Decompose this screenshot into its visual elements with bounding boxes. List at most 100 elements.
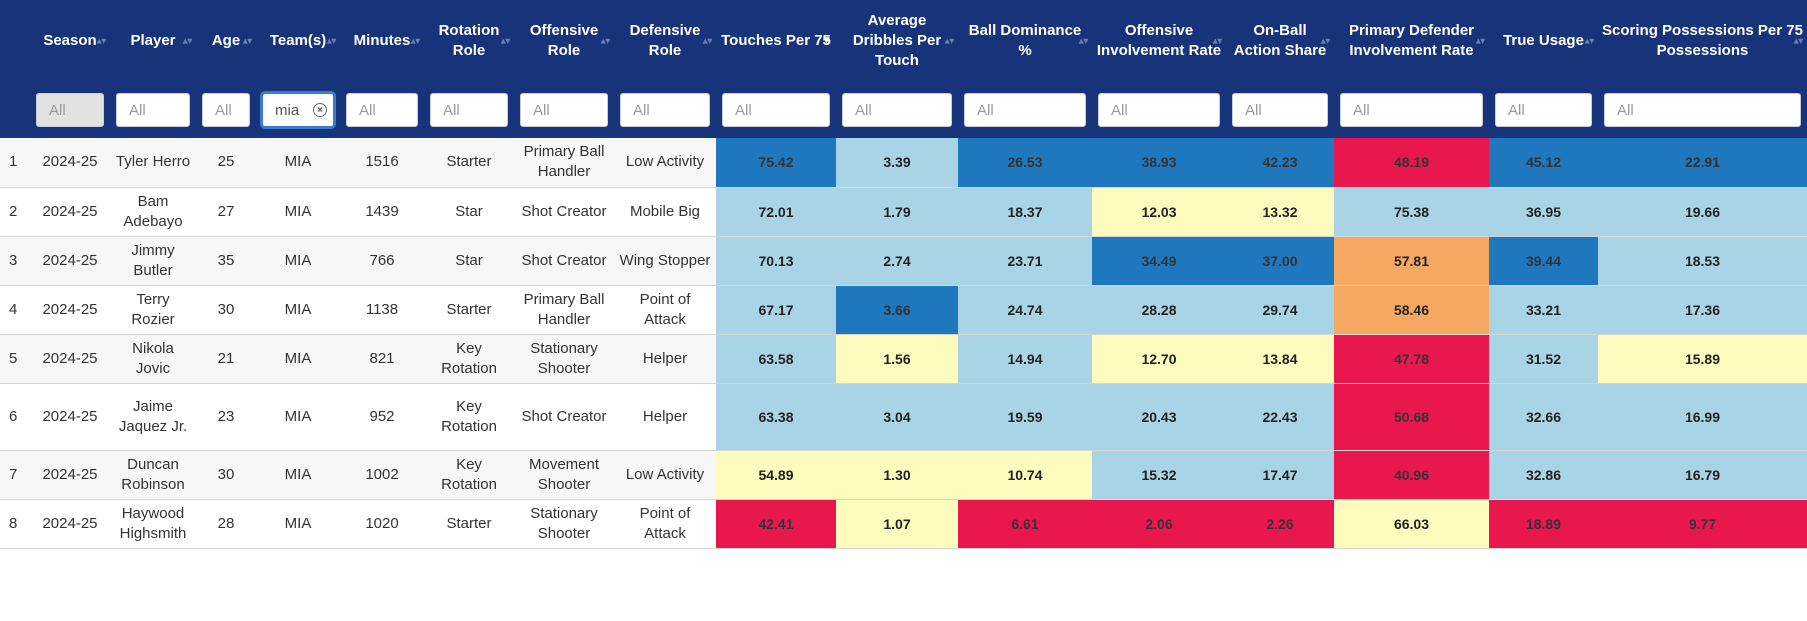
filter-wrapper bbox=[1604, 93, 1801, 127]
column-header-dominance[interactable]: Ball Dominance % ▴▾ bbox=[958, 0, 1092, 82]
filter-input-dribbles[interactable] bbox=[842, 93, 952, 127]
filter-input-minutes[interactable] bbox=[346, 93, 418, 127]
table-row[interactable]: 6 2024-25 Jaime Jaquez Jr. 23 MIA 952 Key Rota… bbox=[0, 383, 1807, 451]
cell-onball: 2.26 bbox=[1226, 499, 1334, 549]
column-header-player[interactable]: Player ▴▾ bbox=[110, 0, 196, 82]
sort-icon[interactable]: ▴▾ bbox=[500, 35, 510, 46]
filter-wrapper bbox=[1340, 93, 1483, 127]
cell-dominance: 14.94 bbox=[958, 334, 1092, 384]
table-row[interactable]: 7 2024-25 Duncan Robinson 30 MIA 1002 Key Rota… bbox=[0, 450, 1807, 500]
filter-input-player[interactable] bbox=[116, 93, 190, 127]
table-row[interactable]: 8 2024-25 Haywood Highsmith 28 MIA 1020 Starte… bbox=[0, 499, 1807, 549]
table-row[interactable]: 1 2024-25 Tyler Herro 25 MIA 1516 Starter Prima… bbox=[0, 138, 1807, 188]
sort-icon[interactable]: ▴▾ bbox=[1320, 35, 1330, 46]
filter-input-offinv[interactable] bbox=[1098, 93, 1220, 127]
cell-team: MIA bbox=[256, 499, 340, 549]
cell-usage: 32.66 bbox=[1489, 383, 1598, 451]
sort-icon[interactable]: ▴▾ bbox=[1793, 35, 1803, 46]
cell-touches: 67.17 bbox=[716, 285, 836, 335]
column-header-offrole[interactable]: Offensive Role ▴▾ bbox=[514, 0, 614, 82]
cell-usage: 18.89 bbox=[1489, 499, 1598, 549]
cell-touches: 63.38 bbox=[716, 383, 836, 451]
filter-input-touches[interactable] bbox=[722, 93, 830, 127]
clear-filter-icon[interactable]: × bbox=[313, 103, 327, 117]
filter-input-pdi[interactable] bbox=[1340, 93, 1483, 127]
cell-onball: 13.84 bbox=[1226, 334, 1334, 384]
column-header-onball[interactable]: On-Ball Action Share ▴▾ bbox=[1226, 0, 1334, 82]
sort-icon[interactable]: ▴▾ bbox=[326, 35, 336, 46]
filter-cell bbox=[614, 82, 716, 138]
cell-season: 2024-25 bbox=[30, 450, 110, 500]
cell-rotation: Starter bbox=[424, 138, 514, 188]
cell-age: 21 bbox=[196, 334, 256, 384]
filter-input-scoring[interactable] bbox=[1604, 93, 1801, 127]
cell-onball: 29.74 bbox=[1226, 285, 1334, 335]
table-row[interactable]: 2 2024-25 Bam Adebayo 27 MIA 1439 Star Shot Cre… bbox=[0, 187, 1807, 237]
filter-input-usage[interactable] bbox=[1495, 93, 1592, 127]
filter-wrapper bbox=[964, 93, 1086, 127]
sort-icon[interactable]: ▴▾ bbox=[242, 35, 252, 46]
cell-dominance: 26.53 bbox=[958, 138, 1092, 188]
sort-icon[interactable]: ▴▾ bbox=[96, 35, 106, 46]
column-header-label: Offensive Involvement Rate bbox=[1096, 22, 1222, 59]
column-header-team[interactable]: Team(s) ▴▾ bbox=[256, 0, 340, 82]
sort-icon[interactable]: ▴▾ bbox=[1475, 35, 1485, 46]
table-row[interactable]: 3 2024-25 Jimmy Butler 35 MIA 766 Star Shot Cre… bbox=[0, 236, 1807, 286]
sort-icon[interactable]: ▴▾ bbox=[1078, 35, 1088, 46]
column-header-offinv[interactable]: Offensive Involvement Rate ▴▾ bbox=[1092, 0, 1226, 82]
sort-icon[interactable]: ▴▾ bbox=[944, 35, 954, 46]
column-header-dribbles[interactable]: Average Dribbles Per Touch ▴▾ bbox=[836, 0, 958, 82]
filter-input-season[interactable] bbox=[36, 93, 104, 127]
filter-input-rotation[interactable] bbox=[430, 93, 508, 127]
sort-icon[interactable]: ▴▾ bbox=[600, 35, 610, 46]
cell-idx: 3 bbox=[0, 236, 30, 286]
column-header-label: Season bbox=[43, 32, 97, 49]
sort-icon[interactable]: ▴▾ bbox=[702, 35, 712, 46]
column-header-usage[interactable]: True Usage ▴▾ bbox=[1489, 0, 1598, 82]
cell-touches: 42.41 bbox=[716, 499, 836, 549]
filter-cell: × bbox=[256, 82, 340, 138]
cell-player: Tyler Herro bbox=[110, 138, 196, 188]
cell-rotation: Key Rotation bbox=[424, 334, 514, 384]
filter-wrapper bbox=[620, 93, 710, 127]
cell-minutes: 1138 bbox=[340, 285, 424, 335]
filter-input-onball[interactable] bbox=[1232, 93, 1328, 127]
column-header-season[interactable]: Season ▴▾ bbox=[30, 0, 110, 82]
cell-player: Duncan Robinson bbox=[110, 450, 196, 500]
cell-team: MIA bbox=[256, 383, 340, 451]
filter-cell bbox=[1226, 82, 1334, 138]
cell-season: 2024-25 bbox=[30, 499, 110, 549]
column-header-defrole[interactable]: Defensive Role ▴▾ bbox=[614, 0, 716, 82]
cell-age: 27 bbox=[196, 187, 256, 237]
cell-age: 25 bbox=[196, 138, 256, 188]
filter-cell bbox=[1598, 82, 1807, 138]
filter-input-defrole[interactable] bbox=[620, 93, 710, 127]
cell-pdi: 50.68 bbox=[1334, 383, 1489, 451]
table-row[interactable]: 5 2024-25 Nikola Jovic 21 MIA 821 Key Rotation… bbox=[0, 334, 1807, 384]
column-header-age[interactable]: Age ▴▾ bbox=[196, 0, 256, 82]
column-header-touches[interactable]: Touches Per 75 ▼ bbox=[716, 0, 836, 82]
cell-dominance: 23.71 bbox=[958, 236, 1092, 286]
sort-icon[interactable]: ▴▾ bbox=[1212, 35, 1222, 46]
cell-scoring: 16.99 bbox=[1598, 383, 1807, 451]
sort-icon[interactable]: ▴▾ bbox=[410, 35, 420, 46]
filter-input-dominance[interactable] bbox=[964, 93, 1086, 127]
column-header-scoring[interactable]: Scoring Possessions Per 75 Possessions ▴▾ bbox=[1598, 0, 1807, 82]
column-header-rotation[interactable]: Rotation Role ▴▾ bbox=[424, 0, 514, 82]
table-row[interactable]: 4 2024-25 Terry Rozier 30 MIA 1138 Starter Prim… bbox=[0, 285, 1807, 335]
filter-wrapper bbox=[1098, 93, 1220, 127]
cell-dribbles: 1.79 bbox=[836, 187, 958, 237]
column-header-pdi[interactable]: Primary Defender Involvement Rate ▴▾ bbox=[1334, 0, 1489, 82]
cell-onball: 22.43 bbox=[1226, 383, 1334, 451]
column-header-minutes[interactable]: Minutes ▴▾ bbox=[340, 0, 424, 82]
cell-touches: 54.89 bbox=[716, 450, 836, 500]
sort-descending-icon[interactable]: ▼ bbox=[821, 34, 832, 47]
sort-icon[interactable]: ▴▾ bbox=[1584, 35, 1594, 46]
cell-minutes: 1439 bbox=[340, 187, 424, 237]
sort-icon[interactable]: ▴▾ bbox=[182, 35, 192, 46]
cell-pdi: 47.78 bbox=[1334, 334, 1489, 384]
cell-dominance: 6.61 bbox=[958, 499, 1092, 549]
filter-input-age[interactable] bbox=[202, 93, 250, 127]
cell-player: Jimmy Butler bbox=[110, 236, 196, 286]
filter-input-offrole[interactable] bbox=[520, 93, 608, 127]
